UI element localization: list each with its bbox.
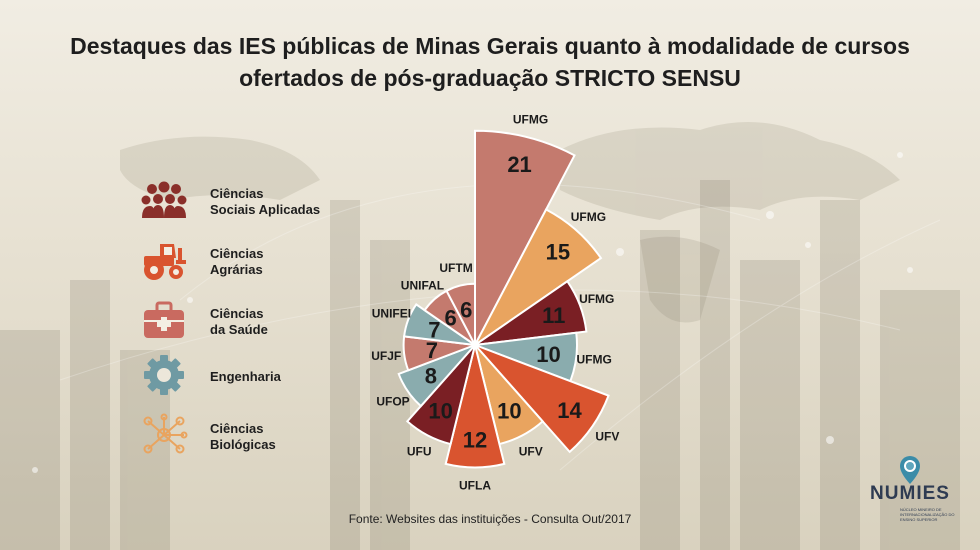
chart-sector-ufmg [474, 129, 576, 346]
category-label: UNIFAL [401, 279, 444, 293]
logo-wordmark: NUMIES [870, 483, 950, 504]
chart-sector-uftm [445, 282, 476, 346]
chart-sector-ufop [397, 344, 476, 408]
logo-subtitle: NÚCLEO MINEIRO DE INTERNACIONALIZAÇÃO DO… [900, 507, 955, 522]
data-label: 8 [425, 363, 437, 388]
category-label: UFV [595, 429, 619, 443]
legend-label: Ciências Biológicas [210, 421, 380, 453]
legend-label-line2: Sociais Aplicadas [210, 202, 321, 217]
legend-label-line1: Ciências [210, 306, 264, 321]
category-label: UNIFEI [372, 306, 411, 320]
data-label: 15 [546, 239, 570, 264]
legend-item-ciencias-saude: Ciências da Saúde [140, 298, 380, 346]
data-label: 6 [460, 297, 472, 322]
category-label: UFOP [376, 395, 409, 409]
legend-label: Ciências Agrárias [210, 246, 380, 278]
legend-item-ciencias-sociais: Ciências Sociais Aplicadas [140, 178, 380, 226]
first-aid-kit-icon [144, 301, 184, 338]
legend-item-ciencias-biologicas: Ciências Biológicas [140, 413, 380, 461]
people-group-icon [141, 181, 187, 218]
category-label: UFTM [439, 261, 472, 275]
legend-label: Engenharia [210, 369, 380, 385]
chart-title: Destaques das IES públicas de Minas Gera… [40, 30, 940, 94]
legend-label-line1: Ciências [210, 421, 264, 436]
chart-sector-ufmg [474, 208, 603, 346]
legend-label: Ciências Sociais Aplicadas [210, 186, 380, 218]
legend-label-line1: Ciências [210, 186, 264, 201]
legend-item-ciencias-agrarias: Ciências Agrárias [140, 238, 380, 286]
data-label: 7 [426, 338, 438, 363]
legend-label-line2: Biológicas [210, 437, 276, 452]
legend-label: Ciências da Saúde [210, 306, 380, 338]
chart-sector-ufla [444, 344, 506, 469]
data-label: 7 [428, 318, 440, 343]
source-note: Fonte: Websites das instituições - Consu… [348, 512, 632, 526]
chart-sector-ufmg [474, 279, 588, 346]
numies-logo: NUMIES NÚCLEO MINEIRO DE INTERNACIONALIZ… [860, 455, 960, 525]
title-line-2: ofertados de pós-graduação STRICTO SENSU [239, 65, 741, 91]
legend-label-line2: da Saúde [210, 322, 268, 337]
data-label: 21 [507, 152, 531, 177]
globe-pin-icon [900, 456, 920, 484]
data-label: 6 [445, 306, 457, 331]
chart-sector-ufv [474, 344, 610, 454]
chart-sector-ufu [405, 344, 476, 446]
category-label: UFMG [579, 292, 614, 306]
category-label: UFMG [513, 113, 548, 127]
category-label: UFMG [576, 352, 611, 366]
legend-label-line1: Ciências [210, 246, 264, 261]
data-label: 10 [536, 342, 560, 367]
category-label: UFMG [571, 210, 606, 224]
data-label: 11 [542, 303, 565, 328]
category-label: UFV [519, 444, 543, 458]
data-label: 14 [557, 398, 582, 423]
gear-icon [144, 355, 184, 395]
title-line-1: Destaques das IES públicas de Minas Gera… [70, 33, 910, 59]
molecule-icon [143, 413, 188, 454]
legend-label-line2: Agrárias [210, 262, 263, 277]
category-label: UFU [407, 444, 432, 458]
data-label: 12 [463, 427, 487, 452]
legend-item-engenharia: Engenharia [140, 353, 380, 401]
tractor-icon [144, 244, 186, 280]
category-label: UFJF [371, 349, 401, 363]
chart-sector-unifei [403, 303, 476, 346]
category-label: UFLA [459, 478, 491, 492]
data-label: 10 [497, 399, 521, 424]
legend-label-line1: Engenharia [210, 369, 281, 384]
data-label: 10 [428, 399, 452, 424]
